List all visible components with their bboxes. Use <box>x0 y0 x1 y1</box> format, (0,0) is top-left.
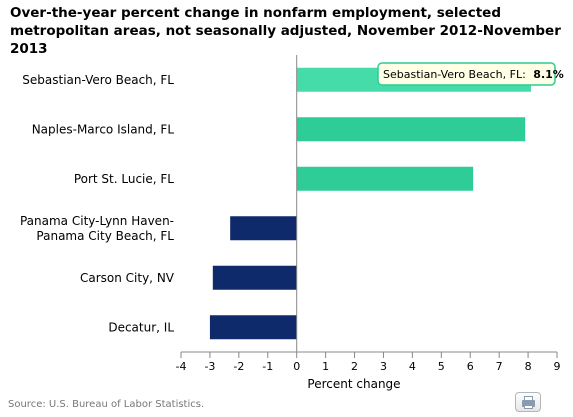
x-tick-label: 8 <box>525 360 532 373</box>
category-label: Decatur, IL <box>108 320 174 334</box>
x-tick-label: 1 <box>322 360 329 373</box>
category-label: Naples-Marco Island, FL <box>32 122 175 136</box>
bars-layer <box>209 67 531 340</box>
x-tick-label: 7 <box>496 360 503 373</box>
category-label: Panama City-Lynn Haven-Panama City Beach… <box>20 214 174 243</box>
bar[interactable] <box>212 265 297 290</box>
tooltip-box <box>377 62 556 86</box>
x-tick-label: 5 <box>438 360 445 373</box>
x-tick-label: 3 <box>380 360 387 373</box>
x-tick-label: 2 <box>351 360 358 373</box>
x-tick-label: -3 <box>204 360 215 373</box>
bar[interactable] <box>230 216 297 241</box>
x-tick-label: 9 <box>554 360 561 373</box>
bar[interactable] <box>209 315 297 340</box>
chart-title: Over-the-year percent change in nonfarm … <box>10 5 561 57</box>
axis-layer <box>180 55 558 358</box>
bar[interactable] <box>296 117 526 142</box>
print-button[interactable] <box>515 392 541 412</box>
x-tick-label: 6 <box>467 360 474 373</box>
x-tick-label: -2 <box>233 360 244 373</box>
tooltip-text: Sebastian-Vero Beach, FL: 8.1% <box>383 68 564 81</box>
category-label: Carson City, NV <box>80 271 175 285</box>
x-tick-label: -4 <box>176 360 187 373</box>
source-note: Source: U.S. Bureau of Labor Statistics. <box>8 399 205 410</box>
bar[interactable] <box>296 166 474 191</box>
category-label: Sebastian-Vero Beach, FL <box>22 73 174 87</box>
tooltip-category: Sebastian-Vero Beach, FL: <box>383 68 526 81</box>
x-tick-label: 4 <box>409 360 416 373</box>
labels-layer: Sebastian-Vero Beach, FL Naples-Marco Isl… <box>20 73 561 391</box>
x-axis-title: Percent change <box>307 377 400 391</box>
tooltip-value: 8.1% <box>533 68 564 81</box>
x-tick-label: 0 <box>293 360 300 373</box>
tooltip: Sebastian-Vero Beach, FL: 8.1% <box>377 62 564 86</box>
category-label: Port St. Lucie, FL <box>74 172 174 186</box>
x-tick-label: -1 <box>262 360 273 373</box>
